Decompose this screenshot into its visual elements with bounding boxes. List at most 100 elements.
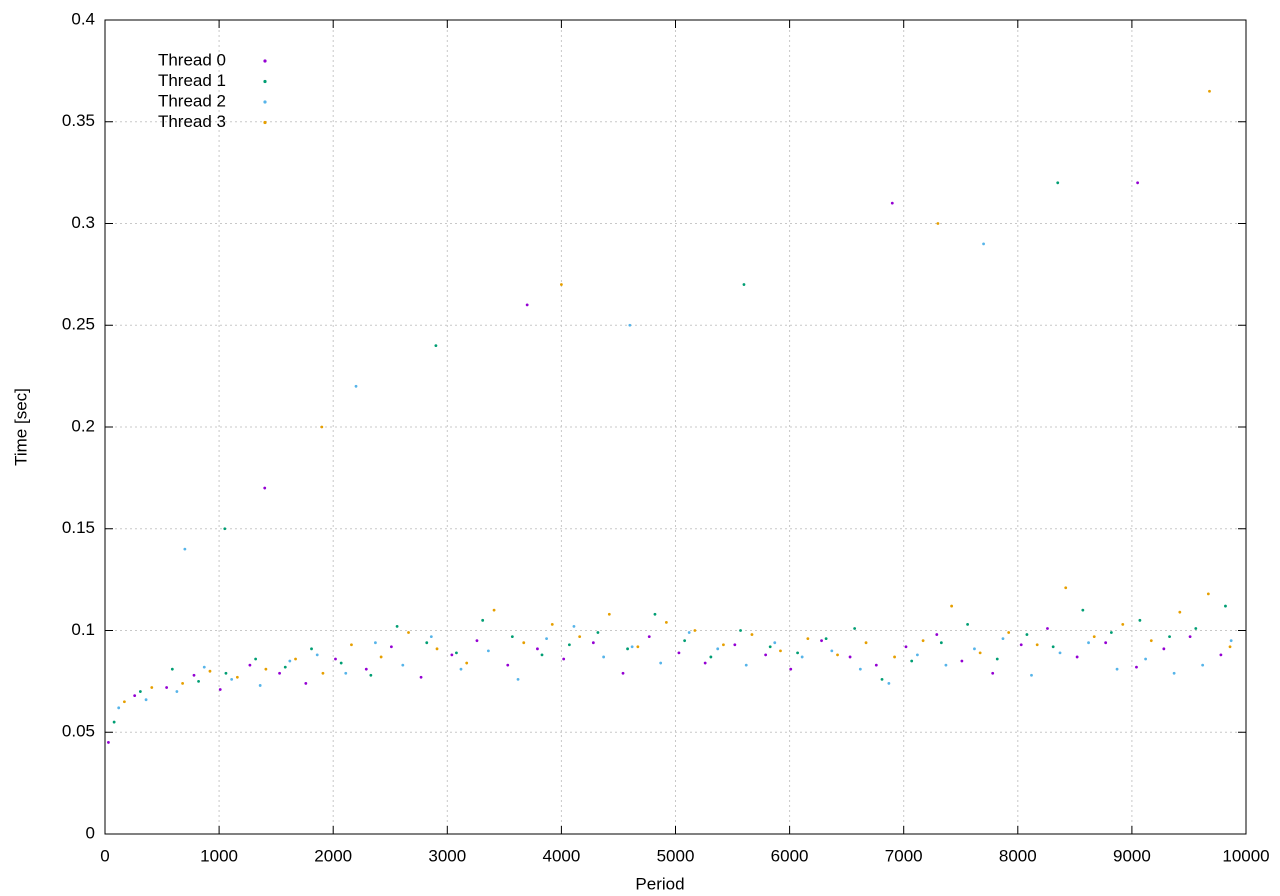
point xyxy=(435,647,439,651)
point xyxy=(591,641,595,645)
point xyxy=(750,633,754,636)
point xyxy=(1064,586,1068,590)
point xyxy=(687,631,691,634)
point xyxy=(742,283,746,286)
plot-frame xyxy=(104,19,1247,835)
point xyxy=(192,673,196,677)
point xyxy=(864,641,868,645)
point xyxy=(320,425,324,429)
point xyxy=(1025,633,1029,636)
point xyxy=(230,677,234,681)
point xyxy=(995,657,999,661)
point xyxy=(1030,673,1033,677)
point xyxy=(223,527,227,531)
point xyxy=(481,618,485,622)
point xyxy=(887,682,891,685)
y-tick-label: 0.05 xyxy=(62,722,95,741)
point xyxy=(626,647,629,651)
point xyxy=(144,698,148,702)
point xyxy=(890,201,894,205)
point xyxy=(683,639,687,643)
point xyxy=(117,706,121,710)
point xyxy=(664,620,668,624)
point xyxy=(197,679,200,683)
point xyxy=(848,655,852,659)
y-tick-label: 0.4 xyxy=(71,9,95,28)
legend-marker xyxy=(263,59,267,63)
x-tick-label: 2000 xyxy=(314,846,352,865)
point xyxy=(936,222,940,225)
point xyxy=(733,643,737,647)
point xyxy=(960,659,964,663)
point xyxy=(175,690,179,693)
point xyxy=(369,673,373,677)
point xyxy=(334,657,337,661)
point xyxy=(773,641,777,645)
y-tick-label: 0.1 xyxy=(71,620,95,639)
x-tick-label: 9000 xyxy=(1113,846,1151,865)
point xyxy=(506,663,510,667)
point xyxy=(1046,627,1049,630)
point xyxy=(824,637,828,641)
point xyxy=(122,700,126,704)
point xyxy=(321,671,325,675)
point xyxy=(181,682,184,685)
point xyxy=(1109,631,1113,634)
point xyxy=(693,629,697,632)
y-tick-label: 0.15 xyxy=(62,518,95,537)
point xyxy=(1224,604,1227,608)
point xyxy=(1206,592,1210,596)
point xyxy=(1201,663,1205,667)
point xyxy=(800,655,804,659)
point xyxy=(283,665,287,669)
point xyxy=(510,635,514,639)
point xyxy=(133,694,137,698)
point xyxy=(647,635,651,639)
point xyxy=(339,661,343,665)
point xyxy=(294,657,297,661)
point xyxy=(921,639,925,643)
point xyxy=(915,653,919,657)
point xyxy=(722,643,725,647)
legend-label: Thread 1 xyxy=(158,71,226,90)
point xyxy=(1056,181,1060,185)
point xyxy=(1058,651,1062,655)
point xyxy=(779,649,782,653)
point xyxy=(806,637,810,641)
point xyxy=(310,647,313,651)
point xyxy=(836,653,839,657)
point xyxy=(288,659,292,663)
point xyxy=(304,682,308,685)
point xyxy=(107,741,110,744)
point xyxy=(1104,641,1108,645)
point xyxy=(486,649,490,653)
point xyxy=(630,645,634,649)
y-tick-label: 0.35 xyxy=(62,111,95,130)
point xyxy=(235,675,239,679)
point xyxy=(1081,608,1085,612)
point xyxy=(562,657,566,661)
point xyxy=(138,690,142,693)
x-tick-label: 8000 xyxy=(999,846,1037,865)
point xyxy=(1121,622,1125,626)
point xyxy=(1162,647,1166,651)
point xyxy=(874,663,878,667)
y-axis-label: Time [sec] xyxy=(11,388,30,466)
point xyxy=(578,635,582,639)
point xyxy=(853,627,857,630)
point xyxy=(830,649,834,653)
point xyxy=(429,635,433,639)
point xyxy=(858,667,862,671)
point xyxy=(1075,655,1079,659)
point xyxy=(789,667,793,671)
point xyxy=(768,645,772,649)
point xyxy=(659,661,663,665)
point xyxy=(982,242,985,246)
point xyxy=(522,641,526,645)
point xyxy=(950,604,954,608)
point xyxy=(973,647,976,651)
point xyxy=(935,633,939,636)
point xyxy=(893,655,896,659)
x-tick-label: 6000 xyxy=(771,846,809,865)
point xyxy=(1229,639,1233,643)
